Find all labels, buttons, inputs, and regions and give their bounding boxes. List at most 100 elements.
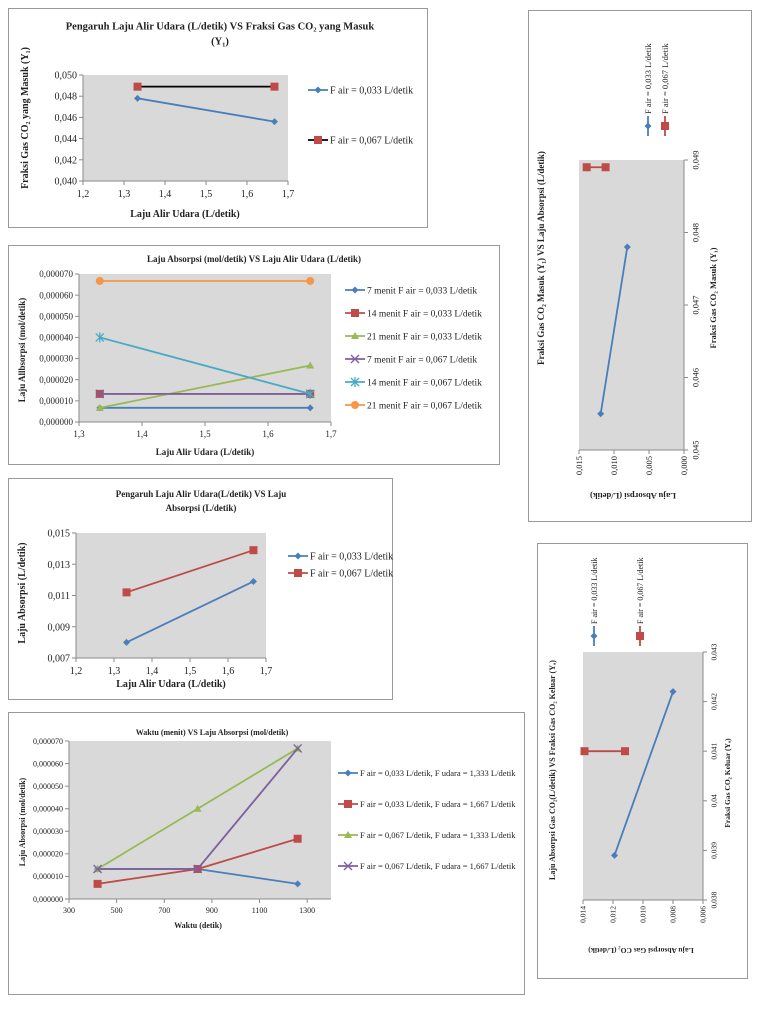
x-tick-label: 900 (206, 906, 218, 915)
legend-marker (351, 332, 359, 339)
data-point (122, 588, 131, 597)
data-point (306, 361, 315, 369)
x-tick-label: 1,2 (77, 189, 90, 200)
x-tick-label: 1,7 (282, 189, 295, 200)
data-point (133, 82, 142, 91)
y-axis-title: Laju Absorpsi (mol/detik) (18, 777, 27, 866)
legend-marker (294, 569, 302, 577)
chart-5: Fraksi Gas CO₂ Masuk (Y₁) VS Laju Absorp… (528, 10, 752, 522)
legend-label: F air = 0,067 L/detik, F udara = 1,333 L… (360, 830, 516, 840)
legend-label: F air = 0,033 L/detik (310, 552, 393, 563)
y-tick-label: 0,000040 (39, 333, 73, 343)
y-tick-label: 0,050 (55, 71, 78, 82)
series-4 (93, 743, 303, 874)
y-tick-label: 0,005 (644, 456, 654, 475)
x-tick-label: 1,5 (200, 189, 213, 200)
legend-label: F air = 0,067 L/detik (660, 43, 670, 114)
legend-label: F air = 0,033 L/detik, F udara = 1,667 L… (360, 799, 516, 809)
x-tick-label: 1,4 (159, 189, 172, 200)
x-tick-label: 1,7 (325, 429, 337, 439)
plot-area (579, 160, 684, 450)
chart-3: Pengaruh Laju Alir Udara(L/detik) VS Laj… (8, 478, 393, 700)
series-line (99, 336, 311, 395)
legend-marker (350, 377, 360, 387)
x-tick-label: 1,5 (184, 666, 197, 677)
y-axis-title: Fraksi Gas CO₂ yang Masuk (Y₁) (20, 47, 31, 189)
y-tick-label: 0,015 (48, 529, 71, 540)
x-tick-label: 0,045 (691, 440, 701, 459)
y-tick-label: 0,007 (48, 654, 71, 665)
y-tick-label: 0,040 (55, 177, 78, 188)
y-tick-label: 0,042 (55, 155, 78, 166)
data-point (621, 747, 629, 756)
legend-label: F air = 0,067 L/detik, F udara = 1,667 L… (360, 861, 516, 871)
chart-2: Laju Absorpsi (mol/detik) VS Laju Alir U… (8, 245, 500, 465)
y-tick-label: 0,000060 (33, 759, 63, 768)
chart-title: Absorpsi (L/detik) (166, 503, 237, 513)
data-point (669, 688, 677, 696)
y-tick-label: 0,000020 (39, 375, 73, 385)
y-tick-label: 0,046 (55, 113, 78, 124)
x-tick-label: 0,046 (691, 368, 701, 387)
y-axis-title: Laju Absorpsi (L/detik) (17, 542, 28, 643)
y-tick-label: 0,010 (609, 456, 619, 475)
x-tick-label: 0,041 (710, 743, 719, 760)
data-point (134, 94, 142, 102)
chart-4: Waktu (menit) VS Laju Absorpsi (mol/deti… (8, 712, 525, 995)
y-tick-label: 0,014 (579, 906, 588, 923)
y-tick-label: 0,015 (574, 456, 584, 475)
legend-label: 21 menit F air = 0,033 L/detik (367, 332, 482, 342)
y-axis-title: Laju Absorpsi Gas CO₂ (L/detik) (588, 946, 694, 955)
legend-marker (344, 800, 352, 808)
legend-entry: F air = 0,067 L/detik, F udara = 1,333 L… (338, 830, 516, 840)
series-line (613, 691, 674, 856)
data-point (306, 404, 314, 412)
legend-marker (351, 401, 359, 409)
data-point (93, 864, 103, 874)
data-point (305, 388, 315, 399)
x-tick-label: 1,4 (136, 429, 148, 439)
legend-label: F air = 0,033 L/detik, F udara = 1,333 L… (360, 768, 516, 778)
legend-entry: F air = 0,067 L/detik (288, 569, 393, 580)
legend-entry: F air = 0,067 L/detik, F udara = 1,667 L… (338, 861, 516, 871)
x-tick-label: 0,039 (710, 842, 719, 859)
series-line (137, 97, 275, 123)
x-tick-label: 0,047 (691, 295, 701, 314)
legend-label: F air = 0,067 L/detik (636, 557, 645, 624)
y-tick-label: 0,000030 (39, 354, 73, 364)
legend-entry: 14 menit F air = 0,033 L/detik (345, 309, 482, 319)
legend-marker (314, 136, 322, 144)
legend-label: F air = 0,033 L/detik (330, 86, 413, 97)
y-tick-label: 0,000010 (39, 396, 73, 406)
data-point (95, 332, 105, 343)
data-point (270, 118, 278, 126)
legend-marker (343, 861, 353, 871)
legend-marker (351, 286, 359, 294)
series-1 (123, 577, 257, 646)
series-3 (95, 361, 315, 411)
data-point (95, 403, 104, 411)
plot-area (76, 533, 266, 658)
data-point (294, 880, 302, 888)
series-2 (122, 546, 258, 597)
legend-marker (344, 769, 352, 777)
x-tick-label: 1100 (252, 906, 268, 915)
data-point (193, 864, 203, 874)
chart-title: Fraksi Gas CO₂ Masuk (Y₁) VS Laju Absorp… (536, 151, 546, 365)
legend-marker (344, 831, 352, 838)
x-axis-title: Waktu (detik) (174, 921, 222, 930)
chart-title: Pengaruh Laju Alir Udara (L/detik) VS Fr… (66, 22, 375, 33)
y-tick-label: 0,011 (48, 591, 70, 602)
legend-label: 7 menit F air = 0,067 L/detik (367, 355, 477, 365)
legend-marker (314, 86, 322, 94)
x-axis-title: Fraksi Gas CO₂ Keluar (Yₐ) (723, 738, 732, 828)
y-tick-label: 0,000000 (39, 417, 73, 427)
series-line (126, 549, 254, 594)
x-tick-label: 1300 (299, 906, 315, 915)
legend-marker (644, 122, 652, 130)
legend-entry: F air = 0,033 L/detik (308, 86, 413, 97)
y-tick-label: 0,000060 (39, 290, 73, 300)
y-tick-label: 0,000010 (33, 872, 63, 881)
x-axis-title: Laju Alir Udara (L/detik) (130, 209, 240, 220)
x-tick-label: 1,3 (108, 666, 121, 677)
